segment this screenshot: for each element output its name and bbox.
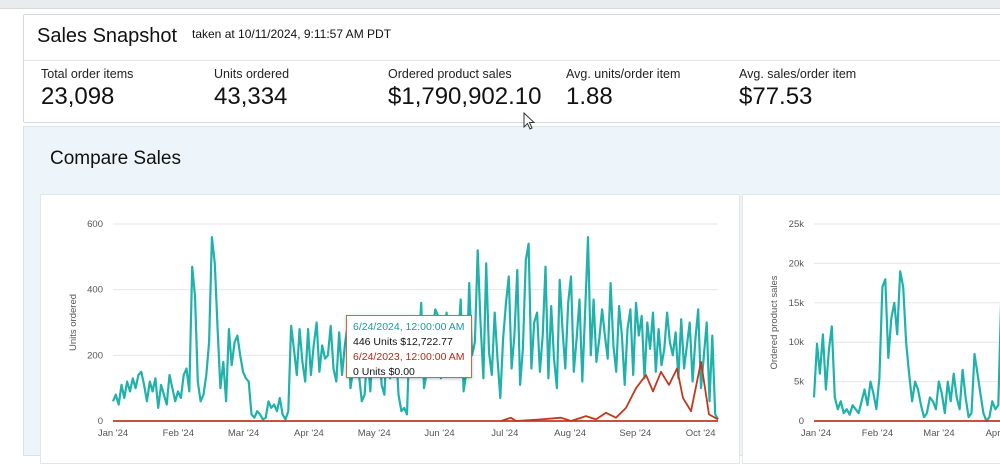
x-tick-label: Sep '24 <box>619 428 651 439</box>
y-tick-label: 20k <box>789 258 805 269</box>
y-tick-label: 10k <box>789 337 805 348</box>
x-tick-label: May '24 <box>358 428 391 439</box>
snapshot-header: Sales Snapshot taken at 10/11/2024, 9:11… <box>24 15 1000 61</box>
metric-value: 1.88 <box>566 83 613 110</box>
x-tick-label: Oct '24 <box>686 428 716 439</box>
y-tick-label: 200 <box>87 350 103 361</box>
y-axis-label: Ordered product sales <box>769 275 780 369</box>
y-tick-label: 0 <box>98 416 103 427</box>
x-tick-label: Mar '24 <box>228 428 259 439</box>
compare-sales-title: Compare Sales <box>50 148 181 169</box>
mouse-pointer-icon <box>523 112 536 130</box>
x-tick-label: Jun '24 <box>424 428 454 439</box>
x-tick-label: Jan '24 <box>98 428 128 439</box>
product-sales-chart[interactable]: 0 5k 10k 15k 20k 25k Jan '24 Feb '24 Mar '24 Apr … <box>743 195 1000 465</box>
x-tick-label: Feb '24 <box>163 428 194 439</box>
metric-label: Avg. units/order item <box>566 67 681 81</box>
x-tick-label: Apr '24 <box>294 428 324 439</box>
metric-value: $1,790,902.10 <box>388 83 542 110</box>
tooltip-previous-values: 0 Units $0.00 <box>353 366 415 378</box>
metric-label: Ordered product sales <box>388 67 512 81</box>
y-axis-label: Units ordered <box>68 294 79 351</box>
x-tick-label: Jan '24 <box>801 428 831 439</box>
y-tick-label: 400 <box>87 285 103 296</box>
metric-avg-units-per-order-item: Avg. units/order item 1.88 <box>566 67 680 111</box>
x-tick-label: Apr '24 <box>986 428 1000 439</box>
series-line-previous-tail <box>500 361 719 422</box>
metric-ordered-product-sales: Ordered product sales $1,790,902.10 <box>388 67 541 111</box>
x-tick-label: Feb '24 <box>862 428 893 439</box>
x-tick-label: Jul '24 <box>491 428 518 439</box>
product-sales-chart-card: 0 5k 10k 15k 20k 25k Jan '24 Feb '24 Mar '24 Apr … <box>742 194 1000 464</box>
x-tick-label: Mar '24 <box>923 428 954 439</box>
sales-snapshot-panel: Sales Snapshot taken at 10/11/2024, 9:11… <box>23 14 1000 123</box>
metric-label: Total order items <box>41 67 134 81</box>
x-tick-label: Aug '24 <box>554 428 586 439</box>
y-tick-label: 5k <box>794 377 804 388</box>
metric-label: Avg. sales/order item <box>739 67 857 81</box>
y-tick-label: 0 <box>799 416 804 427</box>
tooltip-current-date: 6/24/2024, 12:00:00 AM <box>353 321 465 333</box>
metric-value: 43,334 <box>214 83 288 110</box>
tooltip-previous-date: 6/24/2023, 12:00:00 AM <box>353 351 465 363</box>
chart-tooltip: 6/24/2024, 12:00:00 AM 446 Units $12,722… <box>346 315 472 378</box>
snapshot-timestamp: taken at 10/11/2024, 9:11:57 AM PDT <box>192 27 392 41</box>
metric-total-order-items: Total order items 23,098 <box>41 67 133 111</box>
y-tick-label: 15k <box>789 298 805 309</box>
metric-label: Units ordered <box>214 67 290 81</box>
snapshot-title: Sales Snapshot <box>37 25 178 47</box>
metric-avg-sales-per-order-item: Avg. sales/order item $77.53 <box>739 67 856 111</box>
y-tick-label: 25k <box>789 219 805 230</box>
metric-value: 23,098 <box>41 83 115 110</box>
top-bar <box>0 0 1000 9</box>
metric-value: $77.53 <box>739 83 813 110</box>
y-tick-label: 600 <box>87 219 103 230</box>
compare-sales-panel: Compare Sales 0 200 400 600 Jan '24 Feb '24 Ma… <box>23 126 1000 464</box>
metric-units-ordered: Units ordered 43,334 <box>214 67 289 111</box>
series-line-current <box>812 270 1000 423</box>
tooltip-current-values: 446 Units $12,722.77 <box>353 336 453 348</box>
